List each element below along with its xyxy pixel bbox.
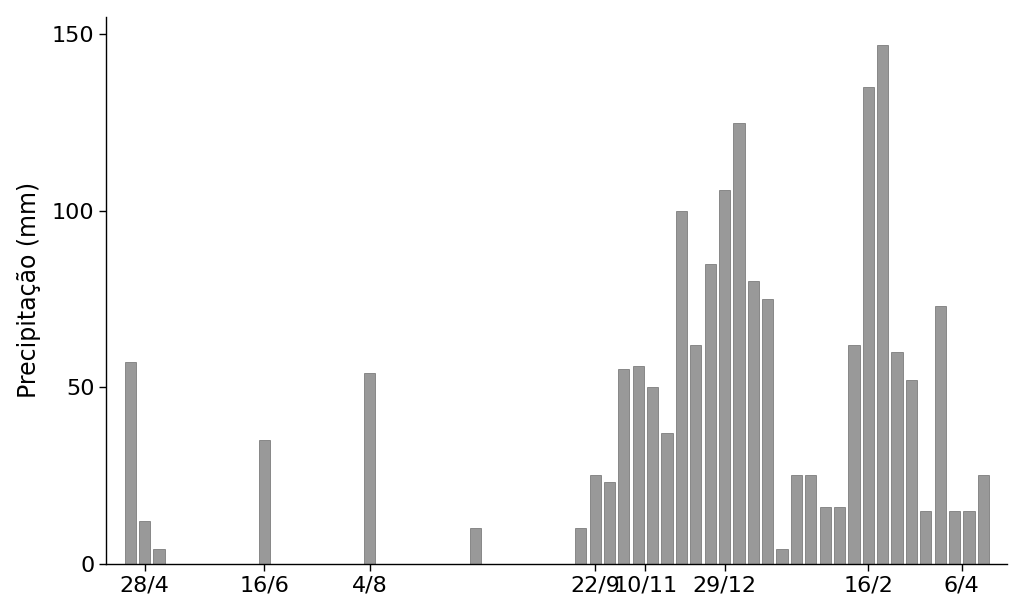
Bar (964, 510, 975, 564)
Bar (834, 507, 845, 564)
Bar (125, 362, 136, 564)
Bar (878, 45, 888, 564)
Bar (154, 550, 165, 564)
Bar (733, 122, 744, 564)
Bar (978, 476, 989, 564)
Bar (819, 507, 830, 564)
Bar (892, 352, 903, 564)
Bar (791, 476, 802, 564)
Bar (805, 476, 816, 564)
Bar (676, 211, 687, 564)
Y-axis label: Precipitação (mm): Precipitação (mm) (16, 182, 41, 398)
Bar (705, 264, 716, 564)
Bar (633, 366, 644, 564)
Bar (662, 433, 673, 564)
Bar (921, 510, 932, 564)
Bar (470, 528, 481, 564)
Bar (365, 373, 376, 564)
Bar (690, 345, 701, 564)
Bar (259, 440, 270, 564)
Bar (848, 345, 859, 564)
Bar (618, 370, 630, 564)
Bar (762, 299, 773, 564)
Bar (604, 482, 615, 564)
Bar (863, 88, 873, 564)
Bar (906, 380, 918, 564)
Bar (590, 476, 601, 564)
Bar (776, 550, 787, 564)
Bar (139, 521, 151, 564)
Bar (949, 510, 961, 564)
Bar (719, 190, 730, 564)
Bar (647, 387, 658, 564)
Bar (935, 306, 946, 564)
Bar (575, 528, 587, 564)
Bar (748, 282, 759, 564)
